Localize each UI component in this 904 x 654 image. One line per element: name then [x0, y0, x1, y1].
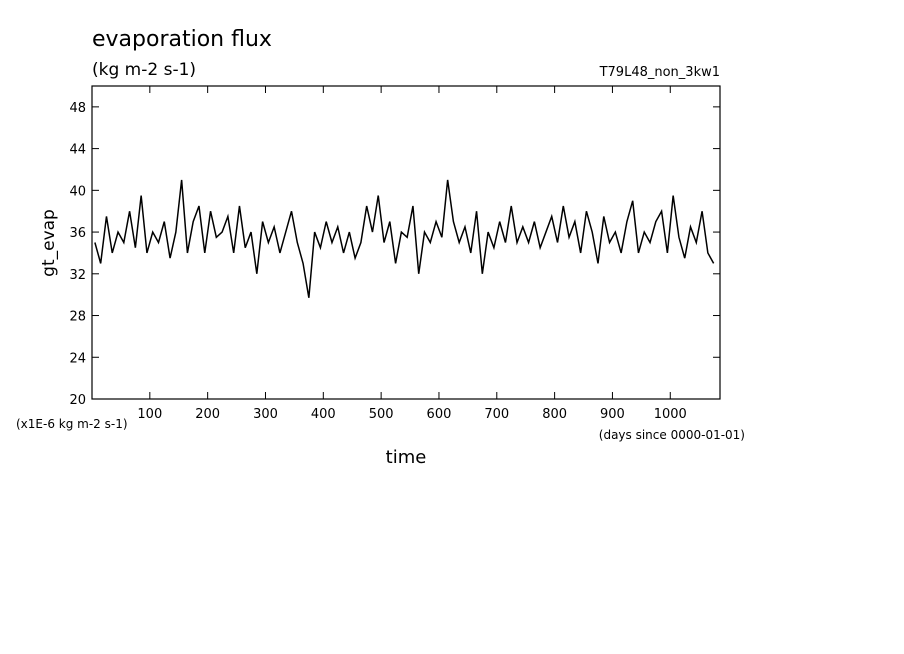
- chart-title: evaporation flux: [92, 27, 272, 52]
- y-tick-label: 28: [69, 310, 86, 325]
- y-scale-note: (x1E-6 kg m-2 s-1): [16, 417, 128, 431]
- x-tick-label: 700: [484, 407, 509, 422]
- x-tick-label: 100: [137, 407, 162, 422]
- y-tick-label: 20: [69, 393, 86, 408]
- y-tick-label: 48: [69, 101, 86, 116]
- run-label: T79L48_non_3kw1: [599, 65, 720, 80]
- x-tick-label: 1000: [654, 407, 687, 422]
- plot-frame: [91, 85, 721, 400]
- x-axis-label: time: [386, 447, 427, 468]
- x-tick-label: 500: [369, 407, 394, 422]
- x-tick-label: 400: [311, 407, 336, 422]
- x-tick-label: 600: [427, 407, 452, 422]
- y-tick-label: 40: [69, 184, 86, 199]
- y-tick-label: 44: [69, 143, 86, 158]
- x-tick-label: 900: [600, 407, 625, 422]
- x-tick-label: 200: [195, 407, 220, 422]
- x-unit-note: (days since 0000-01-01): [599, 428, 745, 442]
- x-tick-label: 800: [542, 407, 567, 422]
- y-tick-label: 24: [69, 351, 86, 366]
- chart-subtitle: (kg m-2 s-1): [92, 60, 196, 80]
- y-axis-label: gt_evap: [39, 209, 59, 277]
- y-tick-label: 36: [69, 226, 86, 241]
- x-tick-label: 300: [253, 407, 278, 422]
- data-line: [94, 179, 715, 298]
- y-tick-label: 32: [69, 268, 86, 283]
